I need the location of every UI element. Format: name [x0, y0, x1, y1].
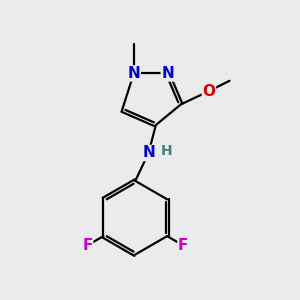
Text: O: O — [202, 84, 215, 99]
Text: N: N — [142, 146, 155, 160]
Text: H: H — [160, 145, 172, 158]
Text: F: F — [82, 238, 93, 253]
Text: N: N — [161, 66, 174, 81]
Text: F: F — [178, 238, 188, 253]
Text: N: N — [128, 66, 140, 81]
